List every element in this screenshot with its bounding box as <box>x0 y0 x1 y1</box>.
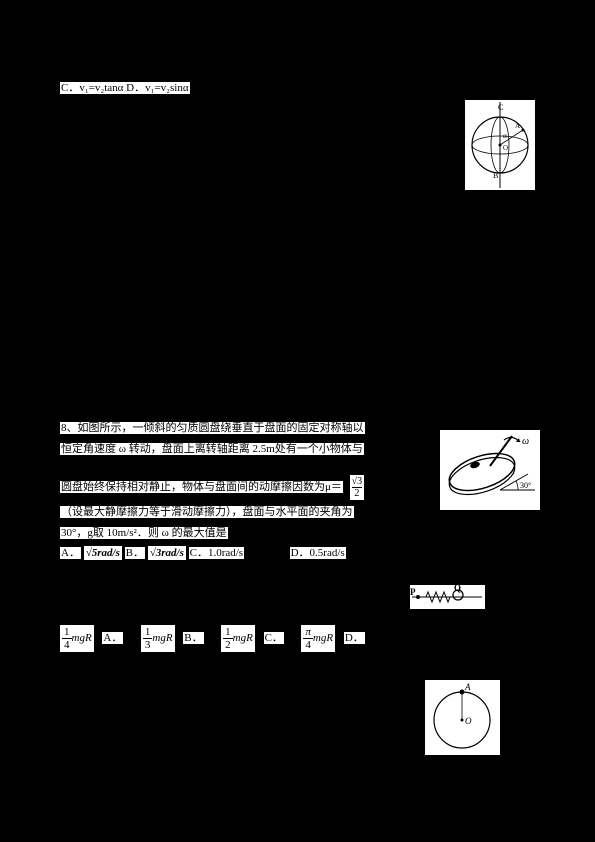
svg-text:O: O <box>465 716 472 726</box>
svg-text:30°: 30° <box>520 481 531 490</box>
svg-text:P: P <box>410 587 416 597</box>
svg-text:C: C <box>498 103 503 112</box>
q8-line4: （设最大静摩擦力等于滑动摩擦力），盘面与水平面的夹角为 <box>60 506 354 518</box>
q9-opt-a: 1 4 mgR <box>60 625 94 652</box>
q9-figure: P Q <box>410 585 485 609</box>
q10-figure: A O <box>425 680 500 755</box>
svg-text:α: α <box>503 132 507 140</box>
q8-opt-c: C．1.0rad/s <box>189 547 244 559</box>
q8-opt-b: √3rad/s <box>148 546 186 560</box>
q8-figure: 30° ω <box>440 430 540 510</box>
q8-opt-d: D．0.5rad/s <box>290 547 346 559</box>
q7-options-cd: C．v₁=v₂tanα D．v₁=v₂sinα <box>60 82 190 94</box>
svg-text:A: A <box>464 682 471 692</box>
q8-opt-a: √5rad/s <box>84 546 122 560</box>
q8-line1: 8、如图所示，一倾斜的匀质圆盘绕垂直于盘面的固定对称轴以 <box>60 422 365 434</box>
q8-line2: 恒定角速度 ω 转动，盘面上离转轴距离 2.5m处有一个小物体与 <box>60 443 364 455</box>
q9-opt-b: 1 3 mgR <box>141 625 175 652</box>
q8-line3: 圆盘始终保持相对静止，物体与盘面间的动摩擦因数为μ＝ <box>60 481 343 493</box>
q9-opt-c: 1 2 mgR <box>221 625 255 652</box>
svg-text:Q: Q <box>454 585 461 593</box>
q9-opt-d: π 4 mgR <box>301 625 335 652</box>
svg-text:B: B <box>493 171 498 180</box>
svg-text:O: O <box>503 144 508 152</box>
q8-opt-b-pre: B． <box>125 547 145 559</box>
q7-figure: C B α A O <box>465 100 535 190</box>
q8-line5: 30°，g取 10m/s²．则 ω 的最大值是 <box>60 527 228 539</box>
svg-text:A: A <box>515 122 520 130</box>
svg-text:ω: ω <box>522 436 529 447</box>
q8-opt-a-pre: A． <box>60 547 81 559</box>
